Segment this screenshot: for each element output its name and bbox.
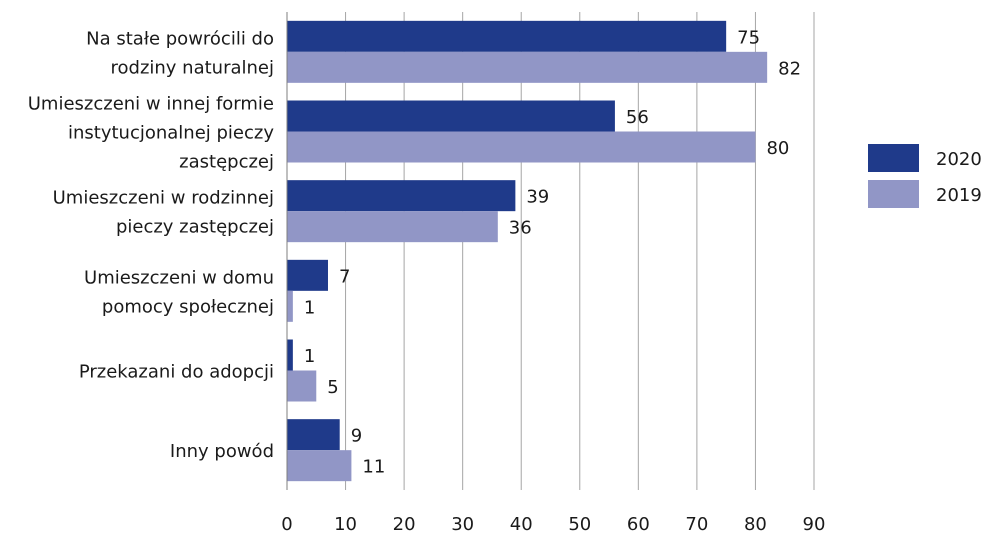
bar-2019-0 <box>287 51 768 83</box>
legend-swatch-2019 <box>868 180 919 208</box>
bars <box>287 20 768 482</box>
category-label-3: Umieszczeni w domu pomocy społecznej <box>84 267 274 317</box>
bar-2019-3 <box>287 290 293 322</box>
data-label-2020-4: 1 <box>304 346 315 367</box>
data-label-2019-2: 36 <box>509 218 532 239</box>
x-tick-label-0: 0 <box>281 514 292 533</box>
bar-2019-5 <box>287 450 352 482</box>
bar-2019-2 <box>287 211 498 243</box>
x-tick-label-80: 80 <box>744 514 767 533</box>
category-labels: Na stałe powrócili do rodziny naturalnej U… <box>28 28 275 462</box>
data-label-2019-3: 1 <box>304 297 315 318</box>
data-label-2020-1: 56 <box>626 107 649 128</box>
category-label-0: Na stałe powrócili do rodziny naturalnej <box>86 28 274 78</box>
x-tick-label-60: 60 <box>627 514 650 533</box>
x-tick-label-70: 70 <box>685 514 708 533</box>
legend-swatch-2020 <box>868 144 919 172</box>
x-tick-label-30: 30 <box>451 514 474 533</box>
grid-lines <box>345 12 815 490</box>
data-label-2019-1: 80 <box>766 138 789 159</box>
x-tick-labels: 0 10 20 30 40 50 60 70 80 90 <box>281 514 825 533</box>
data-label-2019-4: 5 <box>327 377 338 398</box>
legend-label-2019: 2019 <box>936 185 982 206</box>
bar-2019-1 <box>287 131 756 163</box>
bar-2020-3 <box>287 259 328 291</box>
bar-2020-2 <box>287 180 516 212</box>
bar-2020-4 <box>287 339 293 371</box>
x-tick-label-20: 20 <box>393 514 416 533</box>
category-label-2: Umieszczeni w rodzinnej pieczy zastępczej <box>53 188 274 238</box>
bar-2020-5 <box>287 419 340 451</box>
bar-2020-0 <box>287 20 727 52</box>
data-label-2020-3: 7 <box>339 266 350 287</box>
x-tick-label-50: 50 <box>568 514 591 533</box>
data-label-2019-5: 11 <box>362 457 385 478</box>
data-label-2020-5: 9 <box>351 426 362 447</box>
category-label-5: Inny powód <box>170 441 274 462</box>
legend: 2020 2019 <box>868 144 982 208</box>
x-tick-label-40: 40 <box>510 514 533 533</box>
x-tick-label-90: 90 <box>803 514 826 533</box>
bar-2019-4 <box>287 370 317 402</box>
bar-2020-1 <box>287 100 615 132</box>
x-tick-label-10: 10 <box>334 514 357 533</box>
legend-label-2020: 2020 <box>936 149 982 170</box>
data-label-2020-0: 75 <box>737 27 760 48</box>
category-label-1: Umieszczeni w innej formie instytucjonaln… <box>28 94 275 173</box>
data-label-2020-2: 39 <box>526 187 549 208</box>
data-label-2019-0: 82 <box>778 58 801 79</box>
category-label-4: Przekazani do adopcji <box>79 362 274 383</box>
